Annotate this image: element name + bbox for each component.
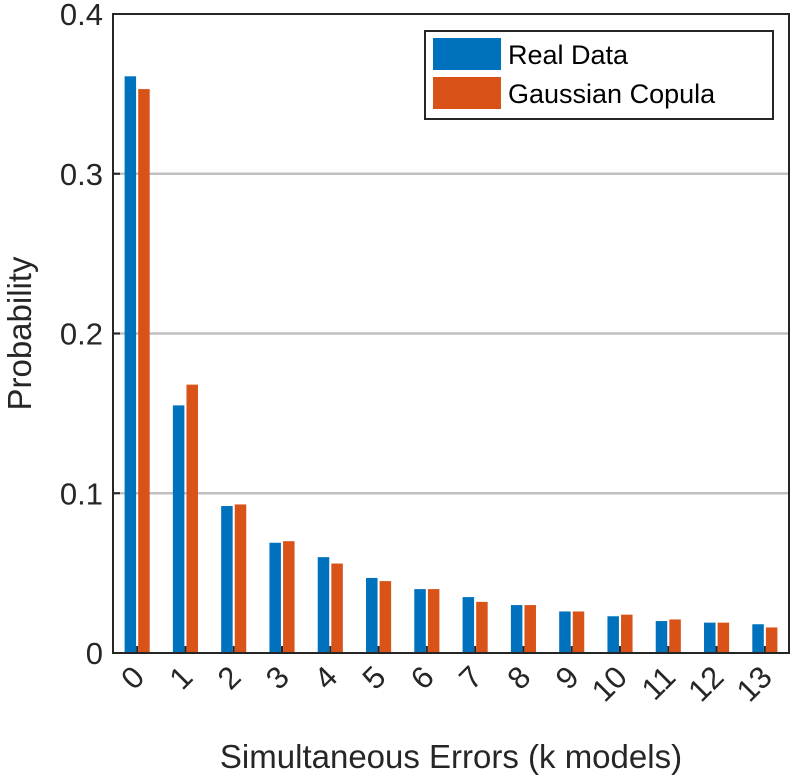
legend-label-gaussian-copula: Gaussian Copula (508, 79, 716, 109)
bar-real-data-11 (655, 621, 668, 653)
y-tick-label: 0.2 (60, 317, 103, 352)
x-tick-label: 5 (356, 659, 393, 696)
bars (124, 76, 778, 654)
bar-real-data-9 (559, 611, 571, 653)
bar-real-data-7 (462, 597, 475, 653)
y-tick-label: 0 (86, 636, 103, 671)
x-axis-title: Simultaneous Errors (k models) (220, 738, 682, 775)
legend-label-real-data: Real Data (508, 40, 629, 70)
x-tick-label: 4 (307, 659, 344, 696)
x-tick-label: 8 (500, 659, 537, 696)
grid-lines (113, 172, 789, 495)
bar-gaussian-copula-8 (524, 605, 536, 653)
x-tick-label: 12 (681, 659, 730, 708)
x-tick-label: 10 (585, 659, 634, 708)
x-tick-label: 11 (635, 659, 683, 707)
bar-gaussian-copula-11 (669, 619, 681, 653)
x-tick-label: 13 (730, 659, 779, 708)
bar-gaussian-copula-3 (283, 541, 295, 653)
y-tick-label: 0.1 (60, 476, 103, 511)
bar-real-data-10 (607, 616, 619, 653)
y-tick-label: 0.3 (60, 157, 103, 192)
legend-swatch-real-data (433, 38, 501, 70)
legend-swatch-gaussian-copula (433, 77, 501, 109)
bar-real-data-13 (752, 624, 764, 653)
bar-real-data-0 (124, 76, 137, 654)
x-tick-label: 7 (452, 659, 489, 696)
x-tick-label: 2 (211, 659, 248, 696)
bar-real-data-5 (366, 577, 378, 653)
bar-gaussian-copula-13 (765, 627, 778, 653)
bar-gaussian-copula-7 (476, 601, 488, 653)
bar-real-data-3 (269, 542, 281, 653)
bar-gaussian-copula-9 (572, 611, 585, 653)
x-tick-label: 6 (404, 659, 441, 696)
bar-real-data-8 (510, 605, 523, 653)
x-tick-label: 9 (549, 659, 586, 696)
legend: Real Data Gaussian Copula (424, 30, 774, 120)
bar-gaussian-copula-2 (234, 504, 247, 653)
bar-gaussian-copula-1 (186, 384, 198, 653)
y-axis-ticks: 0 0.1 0.2 0.3 0.4 (60, 0, 120, 671)
bar-gaussian-copula-12 (717, 622, 730, 653)
bar-real-data-2 (221, 506, 233, 653)
x-tick-label: 0 (114, 659, 151, 696)
bar-real-data-4 (317, 557, 330, 653)
y-axis-title: Probability (1, 256, 38, 411)
x-tick-label: 3 (259, 659, 296, 696)
bar-real-data-12 (704, 622, 716, 653)
bar-real-data-1 (172, 405, 185, 653)
bar-real-data-6 (414, 589, 426, 653)
x-axis-ticks: 0 1 2 3 4 5 6 7 8 9 10 11 12 13 (114, 646, 779, 708)
y-tick-label: 0.4 (60, 0, 103, 32)
bar-gaussian-copula-10 (621, 614, 633, 653)
x-tick-label: 1 (162, 659, 199, 696)
bar-gaussian-copula-4 (331, 563, 343, 653)
bar-gaussian-copula-5 (379, 581, 392, 653)
bar-gaussian-copula-6 (427, 589, 440, 653)
bar-gaussian-copula-0 (138, 89, 150, 653)
